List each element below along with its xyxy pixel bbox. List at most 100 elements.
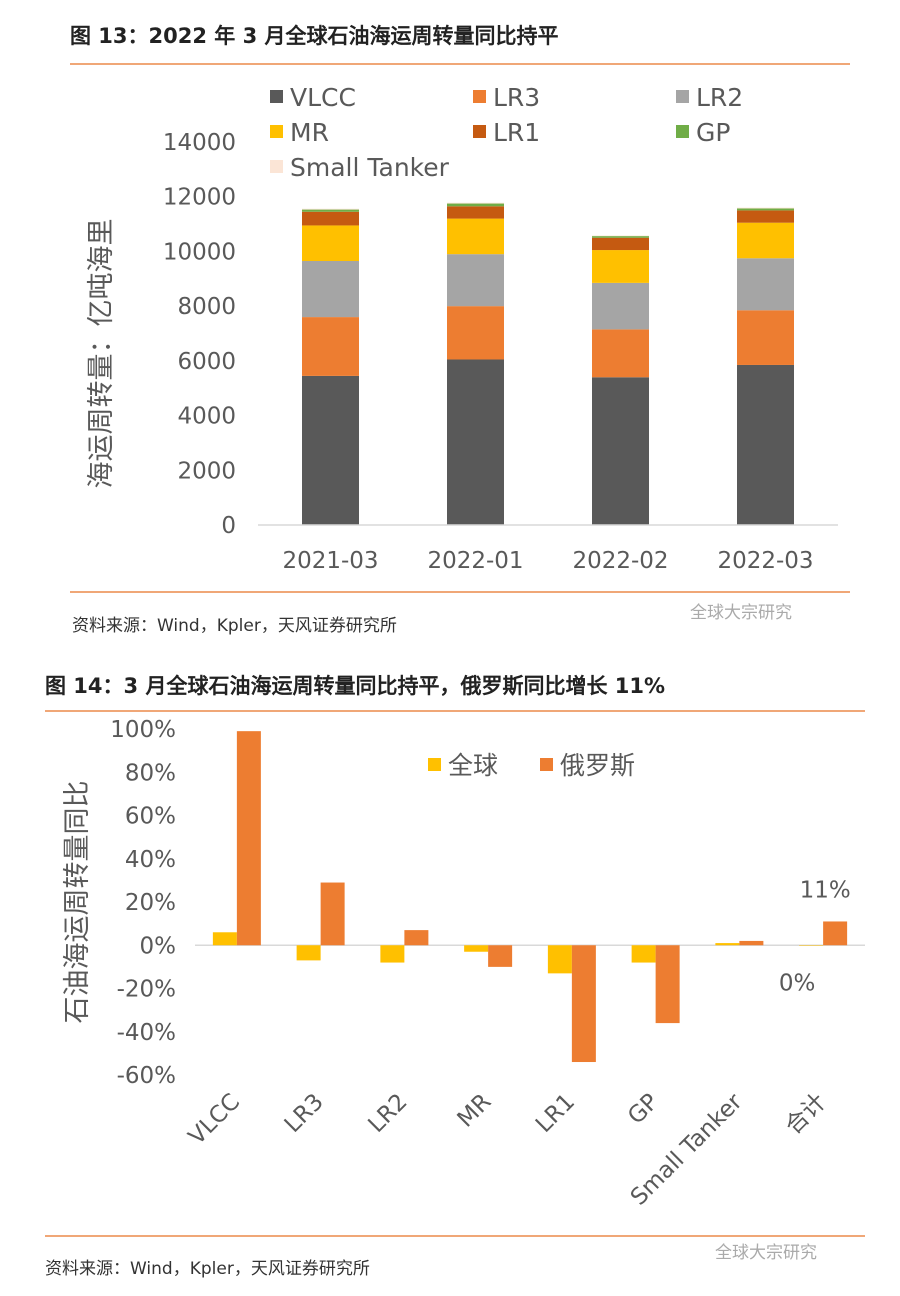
bar-gp-2021-03 (302, 209, 359, 212)
legend-label-mr: MR (290, 118, 329, 147)
bar-vlcc-2022-03 (737, 364, 794, 525)
chart1-y-ticks: 0 2000 4000 6000 8000 10000 12000 14000 (163, 130, 236, 539)
bar-item-0-mr (464, 945, 489, 952)
bar-mr-2022-03 (737, 222, 794, 259)
figure-14-title: 图 14：3 月全球石油海运周转量同比持平，俄罗斯同比增长 11% (45, 674, 666, 698)
chart1-x-tick-label: 2022-01 (427, 548, 523, 574)
chart2-y-tick-label: 80% (125, 760, 176, 786)
figure-13-top-rule (70, 63, 850, 65)
legend-label-small-tanker: Small Tanker (290, 153, 450, 182)
legend-swatch-item-0 (428, 758, 441, 771)
legend-label-lr3: LR3 (493, 83, 540, 112)
legend-swatch-small-tanker (270, 160, 283, 173)
legend-label-item-1: 俄罗斯 (560, 751, 635, 780)
legend-label-item-0: 全球 (448, 751, 498, 780)
chart2-y-tick-label: -60% (117, 1063, 176, 1089)
legend-swatch-lr2 (676, 90, 689, 103)
bar-lr1-2022-01 (447, 206, 504, 219)
bar-lr2-2022-01 (447, 254, 504, 307)
bar-lr3-2021-03 (302, 317, 359, 376)
bar-item-1-lr2 (404, 930, 429, 946)
figure-14-source: 资料来源：Wind，Kpler，天风证券研究所 (45, 1259, 370, 1279)
chart2-y-tick-label: -20% (117, 977, 176, 1003)
bar-lr1-2022-03 (737, 210, 794, 223)
bar-small-tanker-2022-03 (737, 207, 794, 209)
chart1-y-tick-label: 10000 (163, 239, 236, 265)
chart1-y-tick-label: 6000 (177, 349, 236, 375)
bar-item-0-vlcc (212, 932, 237, 946)
chart1-y-tick-label: 2000 (177, 458, 236, 484)
chart2-x-tick-label: LR1 (531, 1089, 580, 1138)
chart1-x-tick-label: 2021-03 (282, 548, 378, 574)
chart2-x-tick-label: LR2 (364, 1089, 413, 1138)
chart2-x-tick-label: 合计 (780, 1089, 831, 1140)
bar-lr2-2022-03 (737, 258, 794, 311)
chart2-y-tick-label: 0% (140, 933, 177, 959)
bar-lr3-2022-01 (447, 306, 504, 360)
legend-label-vlcc: VLCC (290, 83, 356, 112)
bar-lr1-2022-02 (592, 237, 649, 251)
bar-item-1-vlcc (236, 731, 261, 946)
chart2-x-tick-label: VLCC (184, 1089, 245, 1150)
chart2-y-tick-label: 60% (125, 804, 176, 830)
chart2-y-axis-title: 石油海运周转量同比 (62, 781, 93, 1024)
bar-lr2-2021-03 (302, 261, 359, 318)
data-label-item-1: 11% (800, 877, 851, 903)
figure-13-source: 资料来源：Wind，Kpler，天风证券研究所 (72, 616, 397, 636)
bar-item-0-item-7 (799, 945, 824, 946)
bar-lr3-2022-03 (737, 310, 794, 365)
chart1-bars (302, 202, 794, 525)
bar-mr-2021-03 (302, 225, 359, 262)
grouped-bar-chart: 全球 俄罗斯 石油海运周转量同比 100% 80% 60% 40% 20% 0% -20% -4… (62, 717, 865, 1211)
chart2-y-ticks: 100% 80% 60% 40% 20% 0% -20% -40% -60% (110, 717, 176, 1089)
chart1-y-tick-label: 12000 (163, 185, 236, 211)
figure-13-watermark: 全球大宗研究 (690, 603, 792, 623)
bar-item-1-mr (488, 945, 513, 967)
bar-mr-2022-02 (592, 250, 649, 283)
chart1-y-axis-label: 海运周转量：亿吨海里 (86, 219, 117, 489)
chart2-y-tick-label: 20% (125, 890, 176, 916)
legend-label-lr2: LR2 (696, 83, 743, 112)
bar-vlcc-2022-01 (447, 359, 504, 525)
figure-13-title: 图 13：2022 年 3 月全球石油海运周转量同比持平 (70, 24, 559, 48)
chart2-x-tick-label: LR3 (280, 1089, 329, 1138)
legend-swatch-mr (270, 125, 283, 138)
chart2-y-axis-label: 石油海运周转量同比 (62, 781, 93, 1024)
legend-label-gp: GP (696, 118, 730, 147)
figure-13-bottom-rule (70, 591, 850, 593)
bar-item-1-small-tanker (739, 940, 764, 946)
bar-mr-2022-01 (447, 218, 504, 255)
bar-gp-2022-01 (447, 203, 504, 207)
bar-item-1-item-7 (823, 921, 848, 946)
bar-lr2-2022-02 (592, 282, 649, 330)
chart2-y-tick-label: 100% (110, 717, 176, 743)
stacked-bar-chart: VLCC LR3 LR2 MR LR1 GP Small Tanker 海运周转量：亿吨海里… (86, 83, 838, 574)
bar-lr3-2022-02 (592, 329, 649, 378)
bar-item-1-lr1 (571, 945, 596, 1063)
chart2-legend: 全球 俄罗斯 (428, 751, 635, 780)
chart1-x-tick-label: 2022-03 (717, 548, 813, 574)
chart1-legend: VLCC LR3 LR2 MR LR1 GP Small Tanker (270, 83, 743, 182)
legend-label-lr1: LR1 (493, 118, 540, 147)
chart1-x-ticks: 2021-03 2022-01 2022-02 2022-03 (282, 548, 813, 574)
figure-14-watermark: 全球大宗研究 (715, 1243, 817, 1263)
legend-swatch-lr1 (473, 125, 486, 138)
chart1-y-axis-title: 海运周转量：亿吨海里 (86, 219, 117, 489)
legend-swatch-lr3 (473, 90, 486, 103)
chart1-x-tick-label: 2022-02 (572, 548, 668, 574)
bar-gp-2022-02 (592, 236, 649, 238)
bar-item-0-lr1 (547, 945, 572, 974)
bar-small-tanker-2021-03 (302, 208, 359, 210)
data-label-item-0: 0% (779, 970, 816, 996)
bar-vlcc-2022-02 (592, 377, 649, 525)
bar-item-1-gp (655, 945, 680, 1024)
chart2-x-tick-label: GP (623, 1089, 664, 1130)
chart2-x-tick-label: MR (453, 1089, 497, 1133)
bar-gp-2022-03 (737, 208, 794, 211)
legend-swatch-gp (676, 125, 689, 138)
chart2-data-labels: 0% 11% (779, 877, 851, 996)
bar-small-tanker-2022-02 (592, 235, 649, 237)
bar-small-tanker-2022-01 (447, 202, 504, 204)
bar-item-0-small-tanker (715, 943, 740, 946)
